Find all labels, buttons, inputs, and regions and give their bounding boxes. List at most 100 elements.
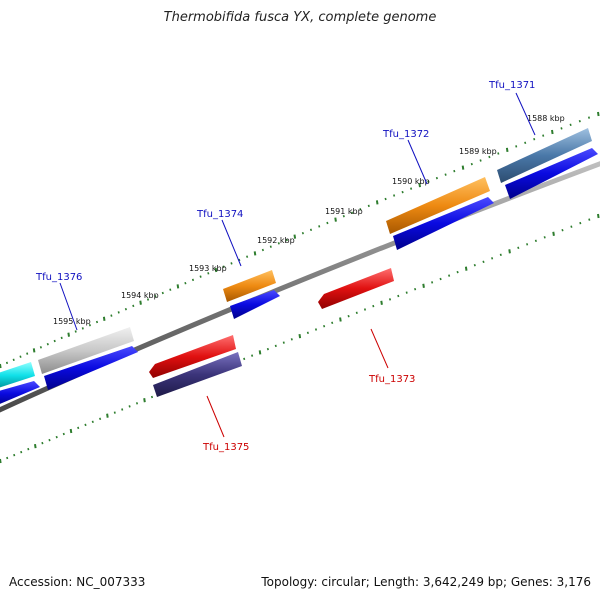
tick-ring-outer bbox=[0, 111, 600, 369]
tick-mark bbox=[121, 408, 124, 411]
tick-mark bbox=[277, 242, 280, 245]
gene-tfu-1371-arrow[interactable] bbox=[497, 128, 592, 183]
tick-mark bbox=[334, 217, 337, 222]
tick-mark bbox=[309, 228, 313, 232]
tick-mark bbox=[230, 262, 233, 265]
tick-mark bbox=[222, 265, 225, 268]
gene-tfu-1373-arrow[interactable] bbox=[318, 268, 394, 309]
tick-mark bbox=[534, 239, 537, 243]
gene-cyan-arrow[interactable] bbox=[0, 362, 35, 389]
tick-mark bbox=[139, 300, 142, 305]
tick-mark bbox=[375, 200, 379, 205]
tick-mark bbox=[169, 288, 172, 291]
tick-mark bbox=[587, 116, 591, 119]
tick-mark bbox=[0, 458, 2, 464]
tick-mark bbox=[161, 291, 164, 295]
cds-arrow[interactable] bbox=[505, 148, 598, 199]
cds-arrow[interactable] bbox=[44, 346, 138, 390]
tick-mark bbox=[27, 447, 30, 451]
tick-mark bbox=[533, 137, 536, 141]
tick-mark bbox=[497, 152, 500, 155]
tick-mark bbox=[154, 294, 157, 298]
tick-mark bbox=[191, 278, 195, 282]
tick-mark bbox=[214, 267, 218, 273]
tick-mark bbox=[508, 249, 511, 254]
kbp-label-1588: 1588 kbp bbox=[527, 114, 565, 123]
tick-mark bbox=[461, 165, 465, 170]
tick-mark bbox=[569, 123, 572, 127]
tick-mark bbox=[422, 283, 425, 288]
tick-mark bbox=[84, 423, 87, 427]
tick-mark bbox=[453, 169, 456, 173]
tick-mark bbox=[306, 331, 309, 335]
kbp-label-1595: 1595 kbp bbox=[53, 317, 91, 326]
tick-mark bbox=[323, 324, 326, 328]
tick-mark bbox=[243, 357, 246, 361]
gene-tfu-1376-arrow[interactable] bbox=[38, 327, 134, 374]
tick-mark bbox=[106, 413, 109, 418]
tick-mark bbox=[207, 272, 210, 275]
tick-mark bbox=[199, 275, 202, 278]
tick-ring-inner bbox=[0, 213, 600, 464]
tick-mark bbox=[347, 314, 350, 318]
tick-mark bbox=[146, 298, 150, 301]
tick-mark bbox=[464, 266, 468, 271]
tick-mark bbox=[48, 438, 51, 442]
gene-label-tfu-1374[interactable]: Tfu_1374 bbox=[196, 209, 243, 220]
tick-mark bbox=[102, 316, 106, 321]
gene-tfu-1374-arrow[interactable] bbox=[223, 270, 276, 302]
kbp-label-1591: 1591 kbp bbox=[325, 207, 363, 216]
cds-arrow[interactable] bbox=[0, 381, 40, 406]
map-title: Thermobifida fusca YX, complete genome bbox=[163, 10, 437, 25]
kbp-label-1593: 1593 kbp bbox=[189, 264, 227, 273]
tick-mark bbox=[53, 339, 56, 343]
tick-mark bbox=[552, 231, 555, 236]
genome-summary-text: Topology: circular; Length: 3,642,249 bp… bbox=[261, 575, 591, 589]
tick-mark bbox=[5, 361, 9, 365]
tick-mark bbox=[482, 260, 485, 264]
tick-mark bbox=[135, 402, 139, 405]
tick-mark bbox=[253, 251, 257, 256]
leader-line bbox=[206, 395, 225, 438]
tick-mark bbox=[491, 257, 494, 260]
cds-arrow[interactable] bbox=[393, 197, 494, 250]
cds-arrow[interactable] bbox=[230, 290, 280, 319]
tick-mark bbox=[34, 443, 37, 449]
tick-mark bbox=[19, 355, 22, 358]
gene-label-tfu-1375[interactable]: Tfu_1375 bbox=[202, 442, 249, 453]
leader-line bbox=[370, 328, 389, 369]
kbp-label-1590: 1590 kbp bbox=[392, 177, 430, 186]
tick-mark bbox=[0, 363, 2, 369]
tick-mark bbox=[473, 263, 476, 267]
tick-mark bbox=[393, 194, 396, 197]
tick-mark bbox=[77, 426, 80, 430]
tick-mark bbox=[251, 354, 254, 357]
tick-mark bbox=[69, 428, 73, 434]
gene-track-reverse bbox=[149, 268, 394, 397]
tick-mark bbox=[499, 253, 502, 257]
tick-mark bbox=[6, 456, 9, 460]
tick-mark bbox=[427, 180, 430, 183]
gene-tfu-1372-arrow[interactable] bbox=[386, 177, 490, 234]
tick-mark bbox=[117, 311, 120, 314]
tick-mark bbox=[515, 145, 518, 148]
tick-mark bbox=[46, 342, 49, 346]
tick-mark bbox=[113, 411, 116, 414]
tick-mark bbox=[578, 119, 581, 123]
gene-label-tfu-1373[interactable]: Tfu_1373 bbox=[368, 374, 415, 385]
tick-mark bbox=[314, 328, 318, 331]
tick-mark bbox=[355, 311, 358, 315]
leader-line bbox=[407, 139, 428, 185]
tick-mark bbox=[542, 134, 545, 137]
gene-tfu-1375-arrow[interactable] bbox=[149, 335, 236, 378]
gene-purple-arrow[interactable] bbox=[153, 352, 242, 397]
tick-mark bbox=[26, 352, 29, 355]
gene-label-tfu-1371[interactable]: Tfu_1371 bbox=[488, 80, 535, 91]
tick-mark bbox=[351, 211, 354, 215]
tick-mark bbox=[261, 248, 264, 252]
gene-label-tfu-1376[interactable]: Tfu_1376 bbox=[35, 272, 82, 283]
tick-mark bbox=[505, 147, 509, 153]
tick-mark bbox=[331, 321, 334, 325]
gene-label-tfu-1372[interactable]: Tfu_1372 bbox=[382, 129, 429, 140]
tick-mark bbox=[128, 405, 131, 408]
